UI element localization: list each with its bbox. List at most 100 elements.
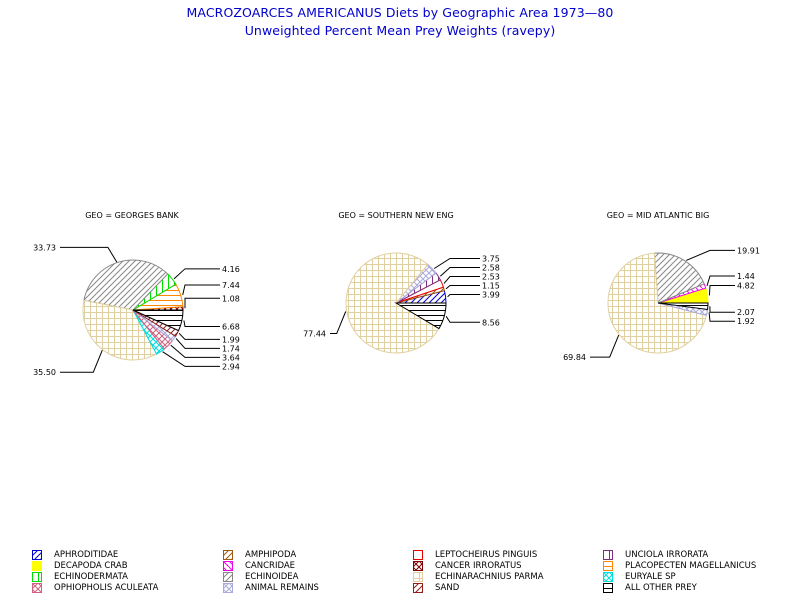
slice-value-label: 3.75 <box>482 254 500 263</box>
slice-value-label: 3.99 <box>482 290 500 299</box>
legend-swatch <box>32 549 42 560</box>
chart-title: MACROZOARCES AMERICANUS Diets by Geograp… <box>186 5 614 20</box>
slice-value-label: 1.08 <box>222 294 240 303</box>
legend-item: ECHINARACHNIUS PARMA <box>413 571 544 582</box>
legend-swatch-icon <box>223 560 233 571</box>
slice-value-label: 35.50 <box>33 368 56 377</box>
slice-value-label: 1.99 <box>222 335 240 344</box>
slice-value-label: 2.58 <box>482 263 500 272</box>
leader-line <box>433 257 480 269</box>
legend-swatch <box>603 549 613 560</box>
legend-label: DECAPODA CRAB <box>54 560 128 571</box>
slice-value-label: 6.68 <box>222 323 240 332</box>
slice-value-label: 69.84 <box>563 353 586 362</box>
pie-southern-new-eng: GEO = SOUTHERN NEW ENG 3.752.582.531.153… <box>303 211 500 354</box>
leader-line <box>330 311 347 335</box>
pie-mid-atlantic-big: GEO = MID ATLANTIC BIG 19.91 1.444.82 2.07… <box>563 211 760 362</box>
leader-line <box>445 284 480 290</box>
pie-slice <box>83 259 169 311</box>
legend-swatch <box>223 560 233 571</box>
leader-line <box>590 334 620 358</box>
slice-value-label: 2.07 <box>737 308 755 317</box>
legend-swatch <box>223 549 233 560</box>
leader-line <box>173 268 220 280</box>
legend-label: OPHIOPHOLIS ACULEATA <box>54 582 159 593</box>
legend-swatch <box>413 582 423 593</box>
pie-georges-bank: GEO = GEORGES BANK 4.16 7.44 1.08 6.68 1.991… <box>33 211 240 377</box>
pie-slice <box>394 302 447 330</box>
slice-value-label: 1.74 <box>222 344 240 353</box>
legend-item: OPHIOPHOLIS ACULEATA <box>32 582 158 593</box>
legend-swatch-icon <box>603 560 613 571</box>
slice-value-label: 19.91 <box>737 246 760 255</box>
legend-swatch-icon <box>32 549 42 560</box>
legend-label: PLACOPECTEN MAGELLANICUS <box>625 560 757 571</box>
legend-swatch-icon <box>413 571 423 582</box>
legend-item: AMPHIPODA <box>223 549 296 560</box>
legend-swatch <box>223 582 233 593</box>
pie-title: GEO = SOUTHERN NEW ENG <box>338 211 453 220</box>
legend-swatch-icon <box>223 549 233 560</box>
leader-line <box>439 266 480 277</box>
legend-label: LEPTOCHEIRUS PINGUIS <box>435 549 538 560</box>
legend-swatch-icon <box>603 571 613 582</box>
legend-swatch <box>413 549 423 560</box>
legend-swatch-icon <box>223 571 233 582</box>
slice-value-label: 4.16 <box>222 265 240 274</box>
pie-slice <box>82 299 158 361</box>
slice-value-label: 4.82 <box>737 281 755 290</box>
legend-swatch-icon <box>413 560 423 571</box>
leader-line <box>184 297 220 309</box>
legend-swatch <box>603 571 613 582</box>
slice-value-label: 1.44 <box>737 272 755 281</box>
legend-swatch <box>413 560 423 571</box>
leader-line <box>708 312 735 322</box>
leader-line <box>60 350 103 373</box>
legend: APHRODITIDAE DECAPODA CRAB ECHINODERMATA… <box>0 549 800 597</box>
legend-label: SAND <box>435 582 460 593</box>
legend-label: ANIMAL REMAINS <box>245 582 319 593</box>
leader-line <box>709 306 735 313</box>
legend-label: ECHINODERMATA <box>54 571 128 582</box>
chart-subtitle: Unweighted Percent Mean Prey Weights (ra… <box>244 23 556 38</box>
leader-line <box>183 320 220 328</box>
legend-item: SAND <box>413 582 459 593</box>
legend-item: APHRODITIDAE <box>32 549 118 560</box>
legend-label: ECHINARACHNIUS PARMA <box>435 571 544 582</box>
leader-line <box>447 293 480 298</box>
slice-value-label: 1.15 <box>482 281 500 290</box>
legend-swatch-icon <box>603 549 613 560</box>
legend-swatch <box>223 571 233 582</box>
legend-item: UNCIOLA IRRORATA <box>603 549 708 560</box>
legend-label: ECHINOIDEA <box>245 571 299 582</box>
leader-line <box>162 351 220 367</box>
legend-swatch <box>413 571 423 582</box>
legend-label: EURYALE SP <box>625 571 676 582</box>
slice-value-label: 8.56 <box>482 318 500 327</box>
legend-item: ANIMAL REMAINS <box>223 582 319 593</box>
legend-item: PLACOPECTEN MAGELLANICUS <box>603 560 756 571</box>
legend-item: CANCRIDAE <box>223 560 295 571</box>
slice-value-label: 2.53 <box>482 272 500 281</box>
legend-swatch-icon <box>603 582 613 593</box>
leader-line <box>708 284 735 296</box>
legend-swatch-icon <box>223 582 233 593</box>
legend-item: ALL OTHER PREY <box>603 582 697 593</box>
legend-swatch-icon <box>32 571 42 582</box>
leader-line <box>443 275 480 284</box>
legend-label: APHRODITIDAE <box>54 549 119 560</box>
legend-label: AMPHIPODA <box>245 549 297 560</box>
legend-swatch <box>32 571 42 582</box>
pie-slice <box>607 252 708 354</box>
legend-label: CANCER IRRORATUS <box>435 560 522 571</box>
leader-line <box>60 246 118 263</box>
slice-value-label: 3.64 <box>222 353 240 362</box>
slice-value-label: 1.92 <box>737 317 755 326</box>
legend-item: ECHINODERMATA <box>32 571 128 582</box>
legend-item: DECAPODA CRAB <box>32 560 128 571</box>
legend-swatch <box>32 560 42 571</box>
leader-line <box>178 333 220 340</box>
legend-item: CANCER IRRORATUS <box>413 560 522 571</box>
legend-swatch <box>603 582 613 593</box>
legend-swatch <box>603 560 613 571</box>
